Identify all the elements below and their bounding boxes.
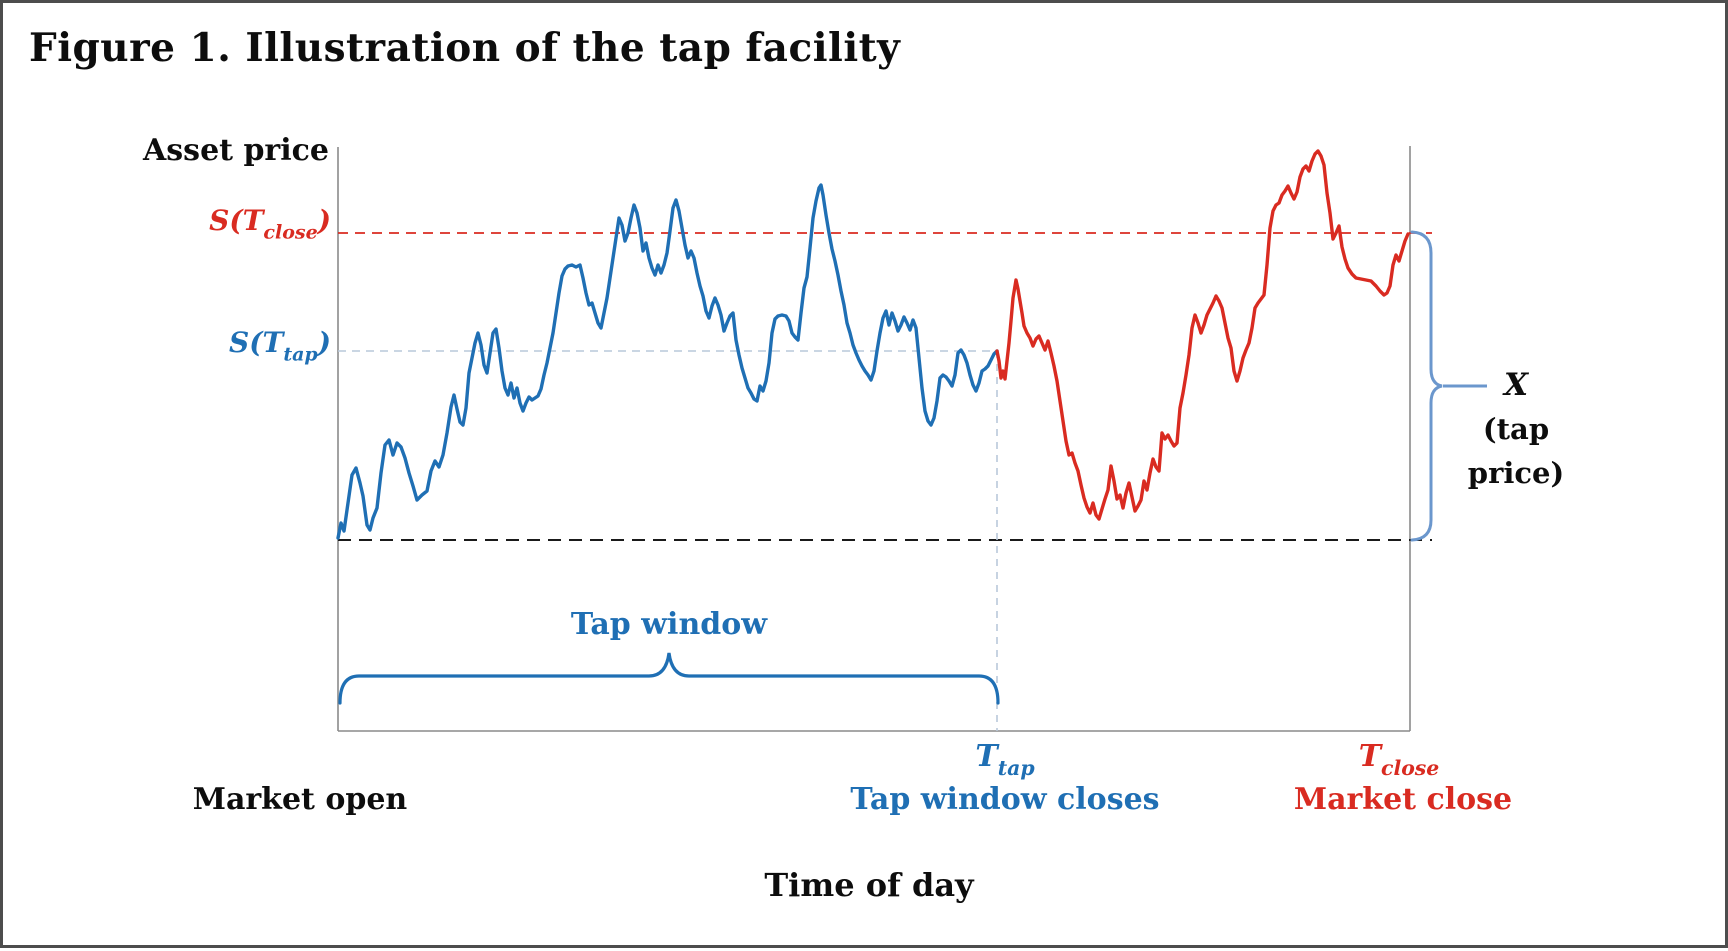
s-close-main: S(T xyxy=(209,204,264,237)
tap-price-brace xyxy=(1410,230,1443,542)
s-close-subscript: close xyxy=(263,221,318,244)
s-tap-main: S(T xyxy=(229,326,284,359)
s-tap-level-label: S(Ttap) xyxy=(123,326,331,366)
y-axis-title: Asset price xyxy=(143,133,329,168)
t-close-tick-label: Tclose xyxy=(1299,739,1499,780)
market-close-label: Market close xyxy=(1293,782,1513,817)
reference-lines-group xyxy=(338,232,1432,731)
plot-axes xyxy=(337,146,1411,732)
tap-price-symbol: X xyxy=(1503,367,1529,403)
asset-price-path-tap-window xyxy=(336,183,999,540)
market-open-label: Market open xyxy=(192,782,408,817)
t-close-subscript: close xyxy=(1381,756,1440,781)
tap-price-caption-line2: price) xyxy=(1467,456,1565,490)
tap-price-caption-line1: (tap xyxy=(1482,412,1550,446)
tap-window-annotation: Tap window xyxy=(570,607,768,642)
price-curves-group xyxy=(336,149,1410,540)
t-close-main: T xyxy=(1358,739,1382,774)
s-close-paren: ) xyxy=(317,204,331,237)
tap-window-brace xyxy=(338,652,1000,705)
chart-canvas xyxy=(336,146,1487,732)
t-tap-subscript: tap xyxy=(997,756,1035,781)
t-tap-tick-label: Ttap xyxy=(905,739,1105,780)
tap-price-annotation: X (tap price) xyxy=(1451,363,1581,495)
tap-window-closes-label: Tap window closes xyxy=(850,782,1160,817)
s-tap-subscript: tap xyxy=(283,343,318,366)
s-tap-paren: ) xyxy=(317,326,331,359)
asset-price-path-post-tap xyxy=(995,149,1410,521)
figure-title: Figure 1. Illustration of the tap facili… xyxy=(29,25,901,71)
x-axis-title: Time of day xyxy=(764,866,974,904)
s-close-level-label: S(Tclose) xyxy=(123,204,331,244)
t-tap-main: T xyxy=(975,739,998,774)
